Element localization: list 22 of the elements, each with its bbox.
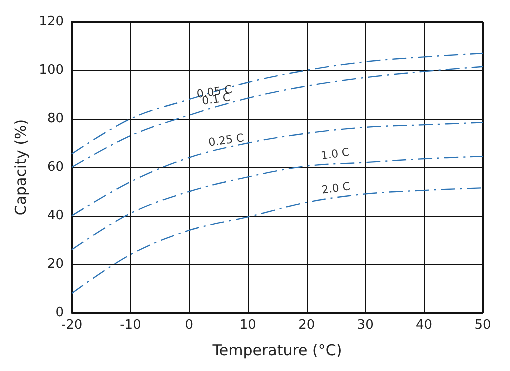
x-tick-label: 0: [185, 318, 194, 333]
y-axis-title: Capacity (%): [12, 119, 30, 216]
y-tick-label: 100: [39, 63, 64, 78]
x-axis-title: Temperature (°C): [212, 342, 342, 360]
x-tick-label: -20: [61, 318, 83, 333]
x-tick-label: 50: [474, 318, 492, 333]
text: 2.0 C: [321, 180, 352, 197]
x-tick-label: -10: [120, 318, 142, 333]
y-tick-label: 20: [47, 257, 64, 272]
text: 1.0 C: [320, 146, 351, 163]
y-tick-label: 40: [47, 208, 64, 224]
y-tick-label: 0: [56, 306, 64, 320]
text: 0.25 C: [208, 132, 246, 150]
x-tick-label: 10: [240, 318, 256, 333]
y-tick-label: 80: [47, 112, 64, 126]
y-tick-label: 60: [47, 160, 64, 175]
x-tick-label: 40: [416, 318, 433, 333]
line-series: [71, 122, 484, 217]
line-series: [71, 66, 484, 168]
x-tick-label: 30: [357, 318, 374, 333]
x-tick-label: 20: [298, 318, 316, 333]
y-tick-label: 120: [39, 14, 64, 30]
